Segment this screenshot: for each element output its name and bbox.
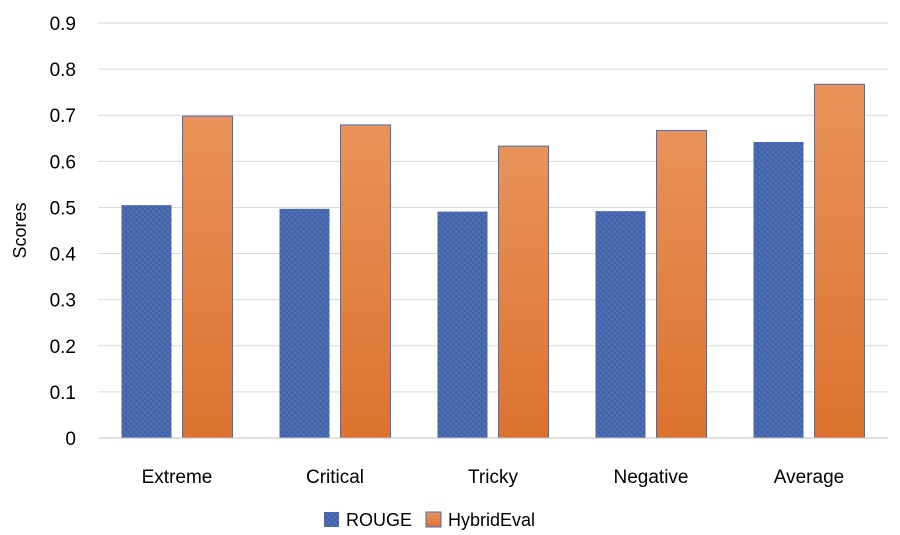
y-tick-label: 0.3 [50, 291, 76, 312]
legend-swatch-rouge [324, 512, 339, 527]
bar-hybrideval-average [814, 83, 865, 439]
y-tick-label: 0 [65, 429, 76, 450]
legend-swatch-hybrideval [425, 511, 442, 528]
bar-hybrideval-extreme [182, 115, 233, 439]
bar-rouge-tricky [437, 211, 488, 438]
y-tick-label: 0.9 [50, 14, 76, 35]
bar-rouge-average [753, 141, 804, 438]
y-tick-label: 0.1 [50, 383, 76, 404]
x-tick-label: Negative [614, 467, 689, 488]
y-axis-title: Scores [10, 202, 30, 258]
bar-rouge-extreme [121, 205, 172, 438]
y-tick-label: 0.2 [50, 337, 76, 358]
x-tick-label: Average [774, 467, 844, 488]
y-tick-label: 0.7 [50, 106, 76, 127]
legend: ROUGE HybridEval [324, 510, 535, 530]
y-tick-label: 0.8 [50, 60, 76, 81]
y-tick-label: 0.6 [50, 152, 76, 173]
y-tick-label: 0.4 [50, 245, 77, 266]
legend-label-rouge: ROUGE [346, 510, 412, 530]
bar-hybrideval-tricky [498, 145, 549, 439]
x-tick-label: Tricky [468, 467, 518, 488]
bar-hybrideval-negative [656, 129, 707, 439]
x-axis-labels: Extreme Critical Tricky Negative Average [142, 467, 845, 488]
bars [121, 83, 865, 439]
y-tick-label: 0.5 [50, 198, 76, 219]
bar-rouge-critical [279, 208, 330, 438]
x-tick-label: Critical [306, 467, 364, 488]
legend-label-hybrideval: HybridEval [448, 510, 535, 530]
bar-rouge-negative [595, 211, 646, 438]
bar-hybrideval-critical [340, 124, 391, 439]
y-axis-ticks: 0 0.1 0.2 0.3 0.4 0.5 0.6 0.7 0.8 0.9 [50, 14, 77, 450]
x-tick-label: Extreme [142, 467, 213, 488]
